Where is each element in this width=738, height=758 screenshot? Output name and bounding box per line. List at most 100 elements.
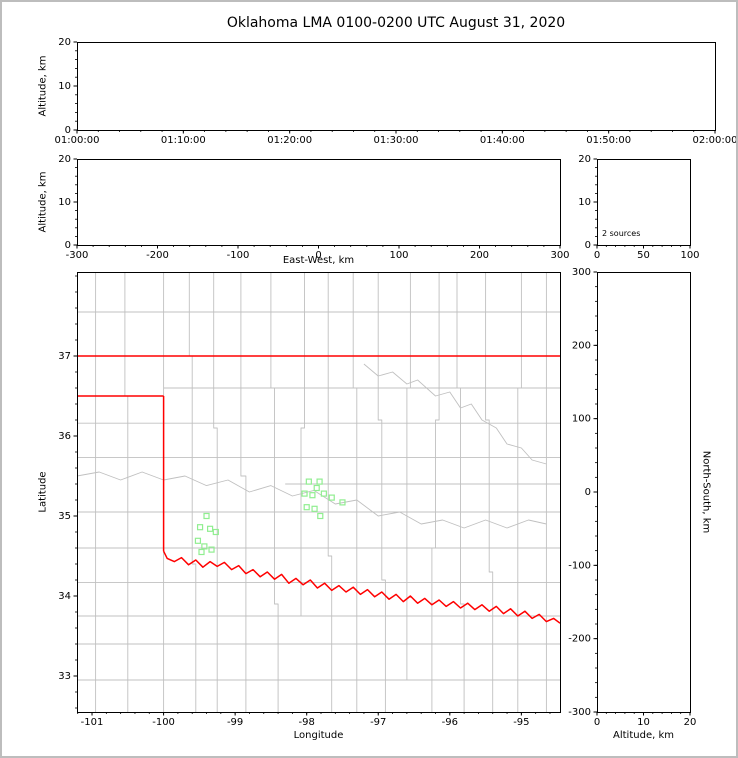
county-boundary-line (300, 272, 305, 616)
county-boundary-line (431, 272, 440, 712)
tick-label: 100 (389, 250, 408, 261)
lightning-source-marker (316, 478, 323, 485)
tick-label: -200 (146, 250, 169, 261)
county-boundary-line (456, 272, 465, 712)
tick-label: 0 (585, 240, 591, 251)
county-boundary-line (188, 272, 197, 712)
tick-label: 01:00:00 (55, 135, 100, 146)
lightning-source-marker (328, 494, 335, 501)
tick-label: 01:20:00 (267, 135, 312, 146)
tick-label: 20 (58, 37, 71, 48)
county-boundary-line (240, 272, 247, 712)
tick-label: 10 (578, 197, 591, 208)
lightning-source-marker (208, 546, 215, 553)
figure-title: Oklahoma LMA 0100-0200 UTC August 31, 20… (226, 15, 566, 31)
panel-frame (597, 159, 691, 246)
tick-label: 0 (585, 487, 591, 498)
tick-label: 01:10:00 (161, 135, 206, 146)
panel-frame (597, 272, 691, 713)
lightning-source-marker (198, 548, 205, 556)
county-boundary-line (377, 272, 386, 712)
longitude-axis-label: Longitude (293, 730, 344, 741)
tick-label: 20 (58, 154, 71, 165)
tick-label: 01:30:00 (374, 135, 419, 146)
county-boundary-line (124, 272, 129, 712)
panel-frame (77, 159, 561, 246)
tick-label: 200 (470, 250, 489, 261)
north-south-axis-label: North-South, km (700, 450, 712, 534)
tick-label: 100 (680, 250, 699, 261)
ew_height-panel: -300 -200 -100 0 100 200 300 0 10 20 (58, 154, 569, 261)
lightning-source-marker (206, 525, 214, 532)
tick-label: -100 (568, 560, 591, 571)
county-boundary-line (327, 272, 333, 712)
tick-label: 01:40:00 (480, 135, 525, 146)
tick-label: 37 (58, 351, 71, 362)
tick-label: -100 (227, 250, 250, 261)
alt_histogram-panel: 0 50 100 0 10 20 (578, 154, 699, 261)
tick-label: -99 (227, 717, 243, 728)
county-boundary-line (213, 272, 218, 712)
tick-label: 36 (58, 431, 71, 442)
river-line (363, 363, 547, 465)
tick-label: 0 (315, 250, 321, 261)
county-boundary-line (352, 272, 358, 712)
tick-label: -100 (152, 717, 175, 728)
lightning-source-marker (339, 499, 346, 506)
lightning-source-marker (309, 492, 316, 499)
lightning-source-marker (194, 537, 202, 544)
tick-label: 20 (684, 717, 697, 728)
tick-label: 10 (58, 197, 71, 208)
lightning-source-marker (212, 528, 219, 536)
tick-label: 0 (594, 717, 600, 728)
plan_view-panel: -101 -100 -99 -98 -97 -96 -95 33 34 35 36 37 (58, 272, 561, 728)
tick-label: 10 (637, 717, 650, 728)
latitude-axis-label: Latitude (37, 471, 49, 513)
time_height-panel: 01:00:00 01:10:00 01:20:00 01:30:00 01:40:00… (55, 37, 738, 146)
lightning-source-marker (311, 505, 318, 512)
ns_height-panel: 0 10 20 -300 -200 -100 0 100 200 300 (568, 267, 696, 728)
lightning-source-marker (303, 504, 310, 511)
tick-label: -96 (442, 717, 458, 728)
tick-label: 35 (58, 511, 71, 522)
tick-label: 100 (572, 414, 591, 425)
lightning-source-marker (305, 478, 312, 485)
lightning-source-marker (317, 512, 324, 520)
panel-frame (77, 42, 716, 131)
sources-count-annotation: 2 sources (602, 229, 641, 238)
tick-label: -97 (370, 717, 386, 728)
tick-label: 300 (572, 267, 591, 278)
tick-label: 300 (550, 250, 569, 261)
tick-label: 50 (637, 250, 650, 261)
county-boundary-line (270, 272, 279, 712)
tick-label: 0 (65, 125, 71, 136)
tick-label: 33 (58, 671, 71, 682)
tick-label: -300 (568, 707, 591, 718)
ew-panel-altitude-axis-label: Altitude, km (37, 171, 49, 233)
tick-label: -98 (299, 717, 315, 728)
county-boundary-line (406, 272, 411, 680)
tick-label: 20 (578, 154, 591, 165)
tick-label: 01:50:00 (586, 135, 631, 146)
tick-label: 34 (58, 591, 71, 602)
lightning-source-marker (196, 524, 204, 531)
lightning-source-marker (320, 490, 327, 497)
tick-label: 0 (65, 240, 71, 251)
county-boundary-line (485, 272, 494, 712)
state-border-line (162, 550, 560, 624)
lightning-source-marker (313, 484, 320, 492)
lightning-source-marker (301, 490, 308, 497)
tick-label: 02:00:00 (693, 135, 738, 146)
tick-label: 0 (594, 250, 600, 261)
tick-label: -200 (568, 634, 591, 645)
tick-label: -101 (81, 717, 104, 728)
panel-frame (77, 272, 561, 713)
map-content (77, 272, 560, 712)
tick-label: -95 (513, 717, 529, 728)
tick-label: 10 (58, 81, 71, 92)
ns-panel-altitude-axis-label: Altitude, km (613, 730, 674, 741)
time-panel-altitude-axis-label: Altitude, km (37, 55, 49, 117)
tick-label: 200 (572, 340, 591, 351)
